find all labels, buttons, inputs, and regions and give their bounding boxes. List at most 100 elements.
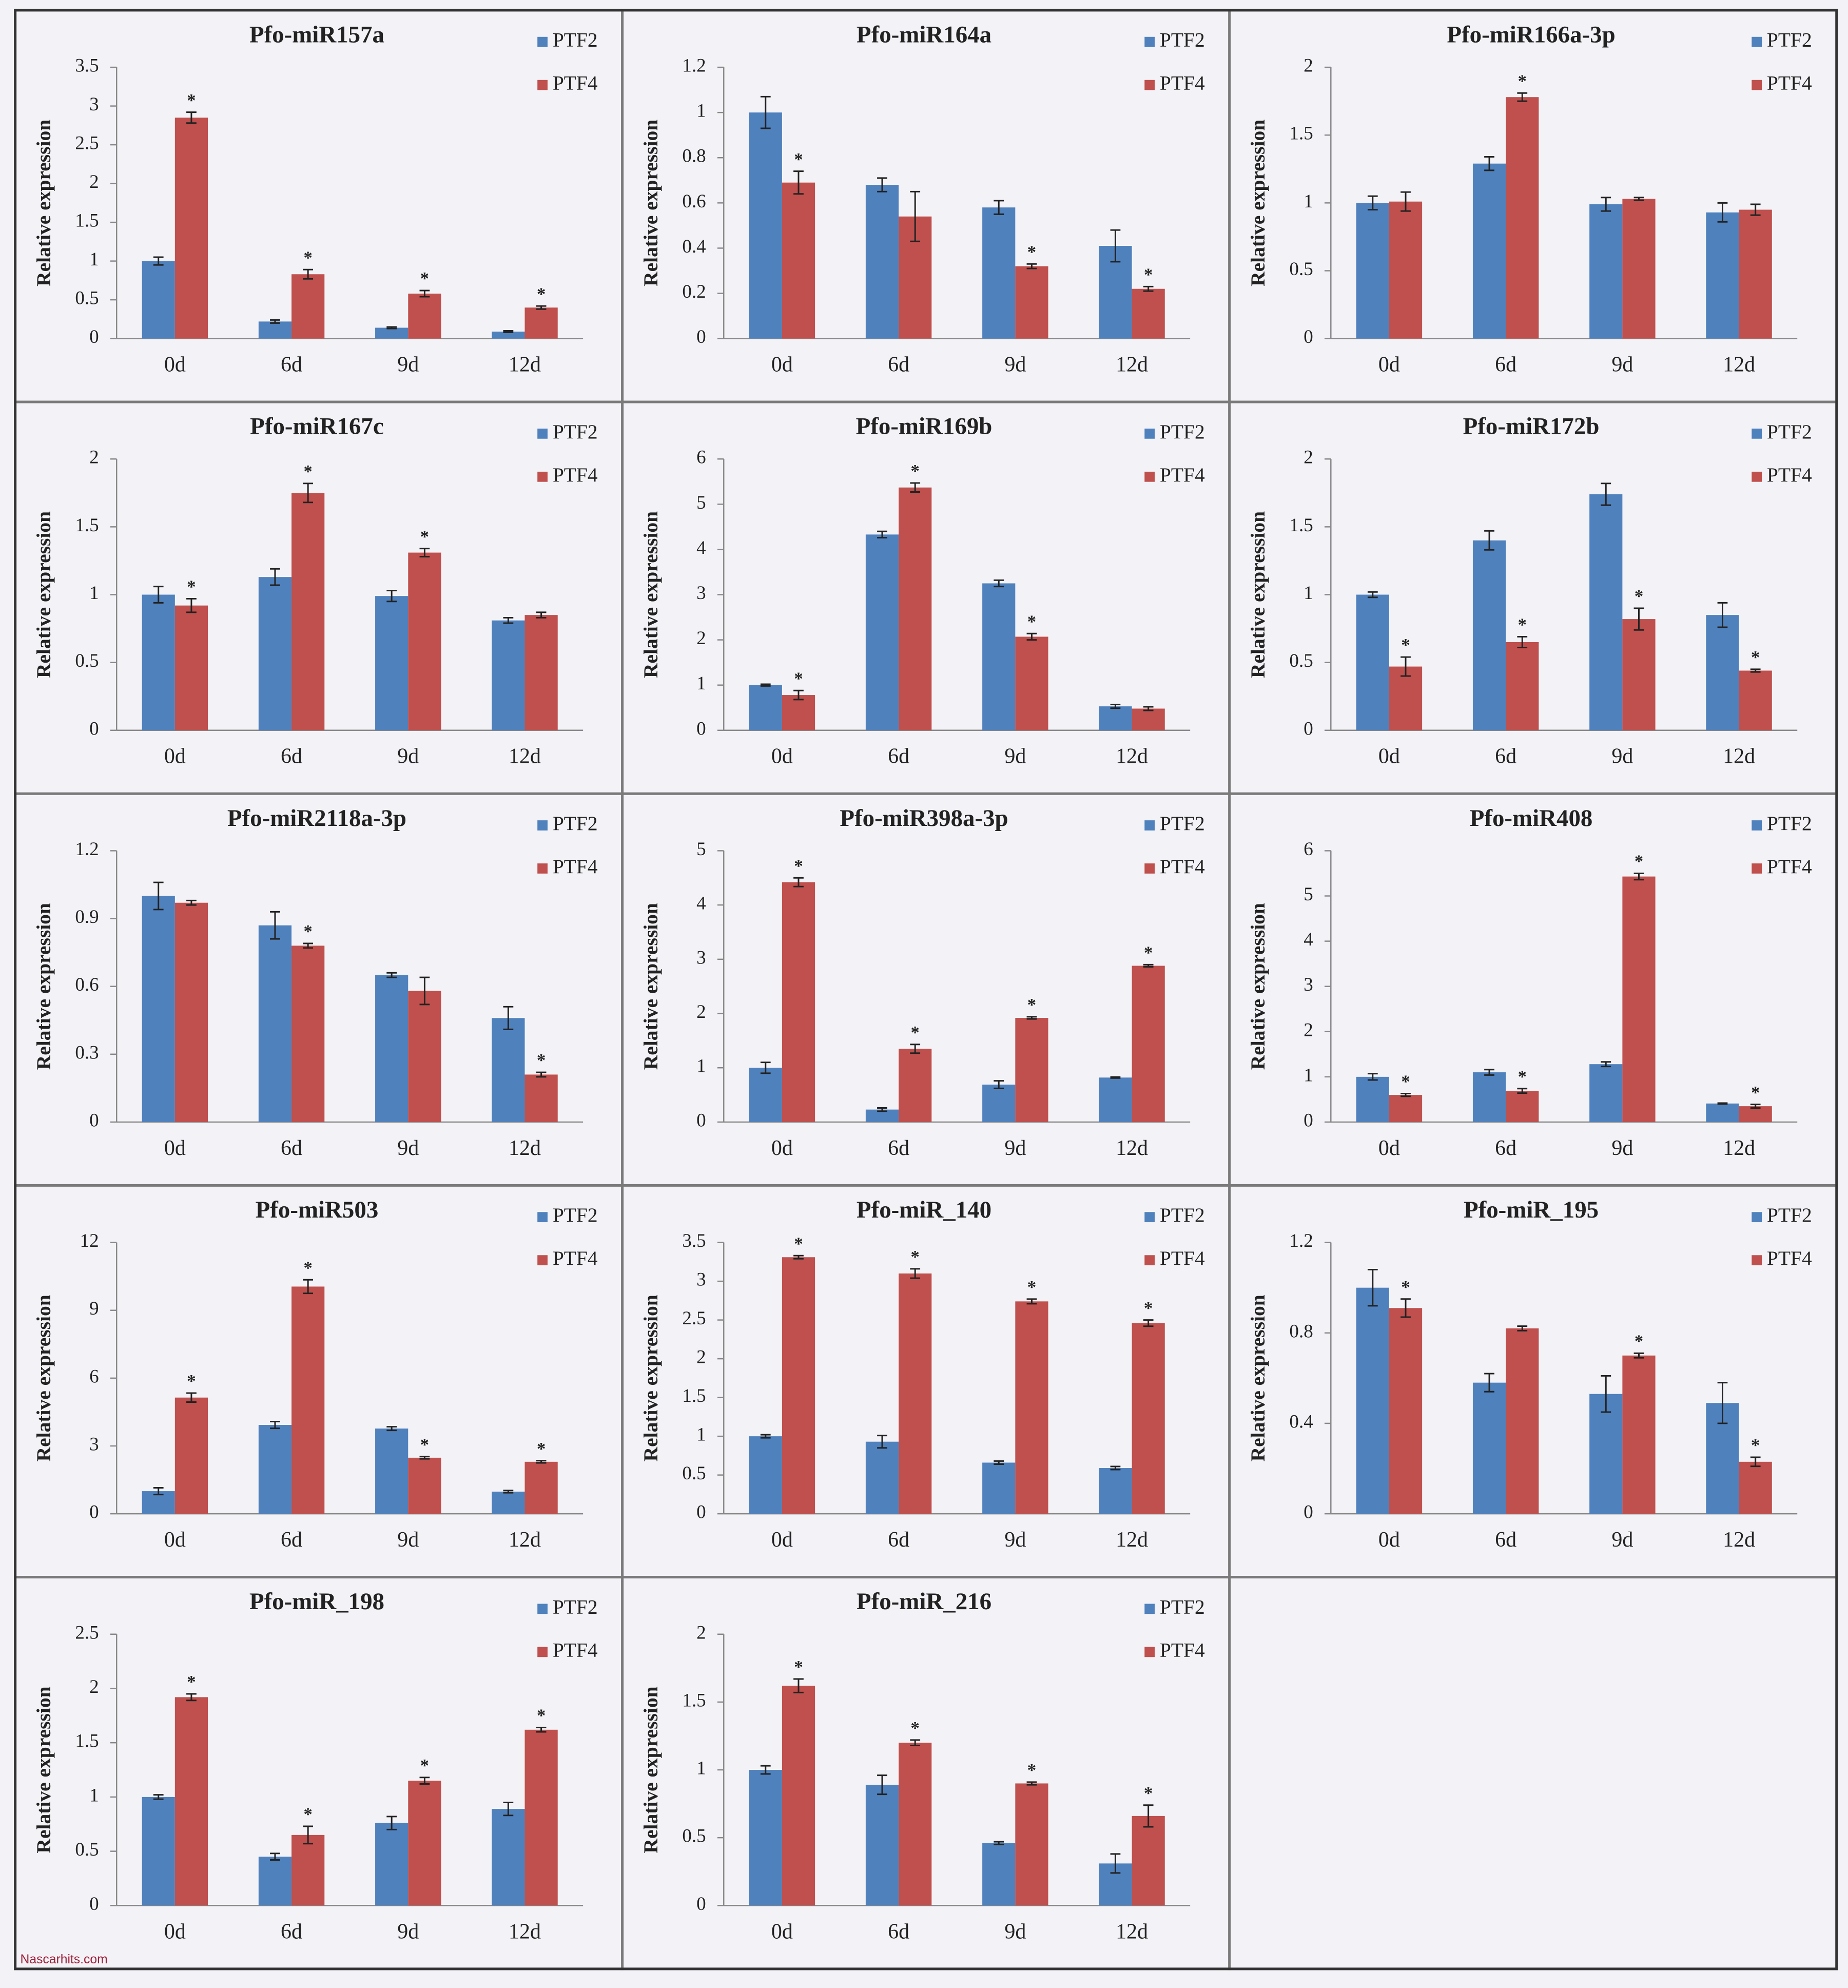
bar	[1472, 1382, 1506, 1514]
error-bar	[153, 586, 164, 604]
bar	[258, 925, 292, 1122]
error-bar	[760, 1061, 771, 1074]
y-tick-label: 0	[696, 1110, 706, 1131]
y-tick-label: 3	[89, 94, 99, 115]
bar	[782, 1686, 815, 1906]
error-bar	[536, 1727, 547, 1733]
panel-frame	[1228, 1576, 1838, 1971]
chart-title: Pfo-miR_216	[857, 1588, 991, 1615]
error-bar	[419, 548, 430, 557]
error-bar	[1717, 202, 1728, 223]
chart-panel: Pfo-miR172b Relative expression 0 0.5 1 1.5 2 0…	[1247, 413, 1812, 768]
error-bar	[1484, 1069, 1494, 1076]
error-bar	[1143, 963, 1154, 968]
y-tick-label: 1.5	[682, 1690, 706, 1711]
bar	[1099, 1468, 1132, 1514]
significance-mark: *	[1751, 1083, 1760, 1103]
bar	[865, 185, 899, 339]
error-bar	[153, 881, 164, 911]
bar	[782, 1257, 815, 1514]
significance-mark: *	[420, 527, 429, 547]
significance-mark: *	[304, 1258, 313, 1278]
y-tick-label: 0.5	[75, 1839, 99, 1860]
x-tick-label: 6d	[1495, 745, 1516, 768]
error-bar	[1601, 1061, 1611, 1068]
error-bar	[760, 1765, 771, 1775]
significance-mark: *	[1751, 1436, 1760, 1455]
bar	[258, 1857, 292, 1906]
significance-mark: *	[1144, 1784, 1153, 1803]
y-tick-label: 2	[696, 1001, 706, 1022]
error-bar	[503, 1006, 514, 1030]
legend-label: PTF2	[553, 420, 598, 443]
outer-frame	[14, 9, 1838, 1971]
legend-swatch	[537, 428, 548, 439]
legend-label: PTF4	[553, 72, 598, 94]
significance-mark: *	[537, 284, 546, 304]
significance-mark: *	[304, 462, 313, 481]
significance-mark: *	[537, 1051, 546, 1070]
error-bar	[793, 689, 804, 701]
error-bar	[503, 1490, 514, 1494]
y-tick-label: 0.5	[75, 288, 99, 309]
bar	[492, 620, 525, 730]
significance-mark: *	[537, 1439, 546, 1459]
error-bar	[1750, 1456, 1761, 1468]
legend-label: PTF4	[1767, 1247, 1812, 1269]
x-tick-label: 6d	[281, 1528, 302, 1552]
bar	[1739, 1461, 1772, 1514]
y-tick-label: 0.5	[1289, 259, 1313, 280]
legend-swatch	[537, 1255, 548, 1266]
y-tick-label: 1	[89, 583, 99, 604]
bar	[524, 1461, 558, 1514]
error-bar	[536, 1460, 547, 1464]
significance-mark: *	[1027, 242, 1036, 262]
y-tick-label: 2	[1304, 447, 1313, 468]
bar	[408, 1781, 441, 1906]
error-bar	[793, 1254, 804, 1260]
error-bar	[793, 1678, 804, 1693]
error-bar	[1484, 156, 1494, 171]
y-tick-label: 0.8	[682, 146, 706, 167]
y-axis-label: Relative expression	[1247, 903, 1269, 1070]
bar	[174, 605, 208, 730]
y-tick-label: 1.2	[1289, 1230, 1313, 1251]
bar	[1739, 1106, 1772, 1122]
y-tick-label: 3	[1304, 974, 1313, 995]
x-tick-label: 6d	[1495, 1528, 1516, 1552]
bar	[1739, 209, 1772, 339]
error-bar	[186, 1392, 197, 1403]
legend-label: PTF2	[1160, 29, 1205, 51]
x-tick-label: 9d	[1611, 1136, 1633, 1160]
x-tick-label: 9d	[1611, 745, 1633, 768]
significance-mark: *	[794, 1657, 803, 1677]
panel-frame	[1228, 792, 1838, 1187]
y-tick-label: 4	[696, 537, 706, 558]
significance-mark: *	[1401, 635, 1410, 655]
bar	[524, 307, 558, 339]
error-bar	[877, 177, 887, 192]
y-tick-label: 3.5	[682, 1230, 706, 1251]
bar	[1015, 1301, 1048, 1514]
error-bar	[303, 1279, 314, 1295]
legend-swatch	[1144, 80, 1155, 90]
bar	[1132, 966, 1165, 1122]
bar	[1356, 203, 1389, 339]
x-tick-label: 6d	[1495, 353, 1516, 377]
y-tick-label: 0.6	[682, 191, 706, 212]
error-bar	[1633, 1352, 1644, 1359]
error-bar	[386, 972, 397, 978]
x-tick-label: 0d	[164, 1920, 186, 1943]
y-tick-label: 0.5	[75, 650, 99, 671]
bar	[1132, 1323, 1165, 1514]
error-bar	[270, 1852, 280, 1861]
bar	[749, 1770, 782, 1906]
y-tick-label: 6	[696, 447, 706, 468]
x-tick-label: 6d	[281, 1136, 302, 1160]
error-bar	[386, 590, 397, 603]
x-tick-label: 12d	[1116, 745, 1148, 768]
x-tick-label: 0d	[771, 353, 793, 377]
chart-title: Pfo-miR398a-3p	[840, 805, 1008, 832]
error-bar	[994, 1080, 1004, 1089]
